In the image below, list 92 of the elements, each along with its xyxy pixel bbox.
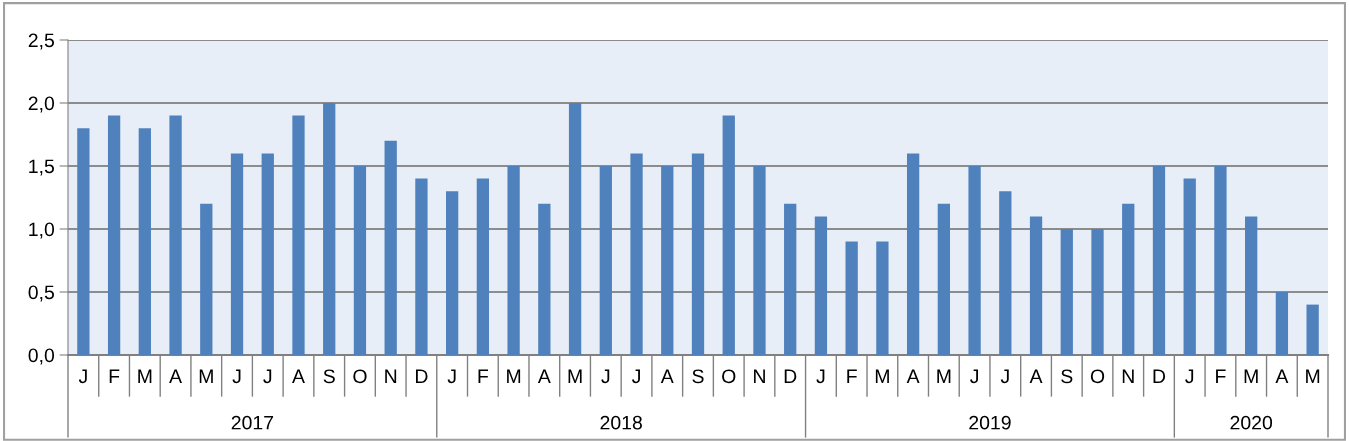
x-tick-label: J	[816, 369, 825, 384]
x-tick-label: S	[1061, 369, 1073, 384]
bar	[353, 166, 367, 355]
text: 2017	[231, 415, 274, 430]
bar	[1091, 229, 1104, 355]
bar	[1214, 166, 1227, 355]
x-tick-label: M	[568, 369, 582, 383]
x-tick-label: J	[601, 369, 610, 384]
y-tick-label: 1,5	[29, 159, 54, 176]
text: 2020	[1230, 415, 1273, 430]
bar	[906, 153, 920, 355]
bar	[722, 115, 735, 355]
bar	[1029, 216, 1043, 355]
bar	[784, 203, 797, 355]
bar	[937, 203, 950, 355]
x-tick-label: J	[1185, 369, 1194, 384]
y-tick-label: 1,0	[29, 222, 55, 239]
bar	[599, 166, 612, 355]
bar	[968, 166, 981, 355]
bar	[138, 128, 151, 355]
bar	[200, 203, 213, 355]
x-tick-label: O	[1090, 369, 1105, 384]
bar	[446, 191, 459, 355]
x-tick-label: A	[660, 369, 674, 383]
bar	[630, 153, 643, 355]
x-tick-label: F	[478, 369, 489, 383]
bar	[323, 103, 336, 355]
bar	[230, 153, 244, 355]
bar	[292, 115, 305, 355]
x-tick-label: M	[1244, 369, 1258, 383]
x-tick-label: M	[138, 369, 152, 383]
bar	[1152, 166, 1166, 355]
x-tick-label: M	[937, 369, 951, 383]
bar	[691, 153, 705, 355]
bar	[107, 115, 121, 355]
x-tick-label: J	[263, 369, 272, 384]
x-tick-label: J	[970, 369, 978, 384]
x-tick-label: J	[78, 369, 87, 384]
bar	[261, 153, 274, 355]
x-tick-label: A	[906, 369, 920, 383]
y-tick-label: 2,0	[28, 96, 55, 113]
x-tick-label: N	[1122, 369, 1134, 383]
x-tick-label: J	[447, 369, 456, 384]
bar	[661, 166, 674, 355]
bar	[845, 241, 858, 355]
bar	[1306, 304, 1319, 355]
x-tick-label: A	[1275, 369, 1289, 383]
x-tick-label: A	[169, 369, 183, 383]
x-tick-label: D	[1153, 369, 1166, 383]
x-tick-label: M	[1306, 369, 1320, 383]
bar	[507, 166, 520, 355]
x-tick-label: N	[385, 369, 397, 383]
y-tick-label: 0,0	[28, 348, 55, 365]
bar	[753, 166, 766, 355]
x-tick-label: J	[631, 369, 640, 384]
bar	[77, 128, 90, 355]
x-tick-label: F	[1216, 369, 1226, 383]
bar	[999, 191, 1012, 355]
x-tick-label: A	[1029, 369, 1043, 383]
y-tick-label: 2,5	[28, 33, 54, 50]
x-tick-label: S	[323, 369, 335, 384]
x-tick-label: O	[722, 369, 736, 384]
bar	[1060, 229, 1073, 355]
y-tick-label: 0,5	[28, 285, 54, 302]
bar	[1122, 203, 1135, 355]
x-tick-label: M	[507, 369, 521, 383]
bar	[169, 115, 182, 355]
bar	[568, 103, 582, 355]
x-tick-label: F	[109, 369, 120, 383]
x-tick-label: O	[353, 369, 367, 384]
bar	[384, 140, 397, 355]
text: 2019	[969, 415, 1011, 430]
bar	[538, 203, 551, 355]
bar	[1183, 178, 1196, 355]
x-tick-label: J	[232, 369, 241, 384]
text: 2018	[600, 415, 642, 430]
x-tick-label: F	[847, 369, 857, 383]
x-tick-label: D	[415, 369, 428, 383]
x-tick-label: A	[537, 369, 551, 383]
x-tick-label: N	[754, 369, 765, 383]
x-tick-label: J	[1000, 369, 1009, 384]
x-tick-label: M	[875, 369, 889, 383]
bar	[814, 216, 828, 355]
bar	[1275, 292, 1289, 355]
x-tick-label: D	[784, 369, 797, 383]
x-tick-label: S	[692, 369, 704, 384]
x-tick-label: M	[199, 369, 213, 383]
x-tick-label: A	[292, 369, 305, 383]
bar	[476, 178, 490, 355]
bar	[415, 178, 428, 355]
bar	[1245, 216, 1258, 355]
bar	[876, 241, 889, 355]
